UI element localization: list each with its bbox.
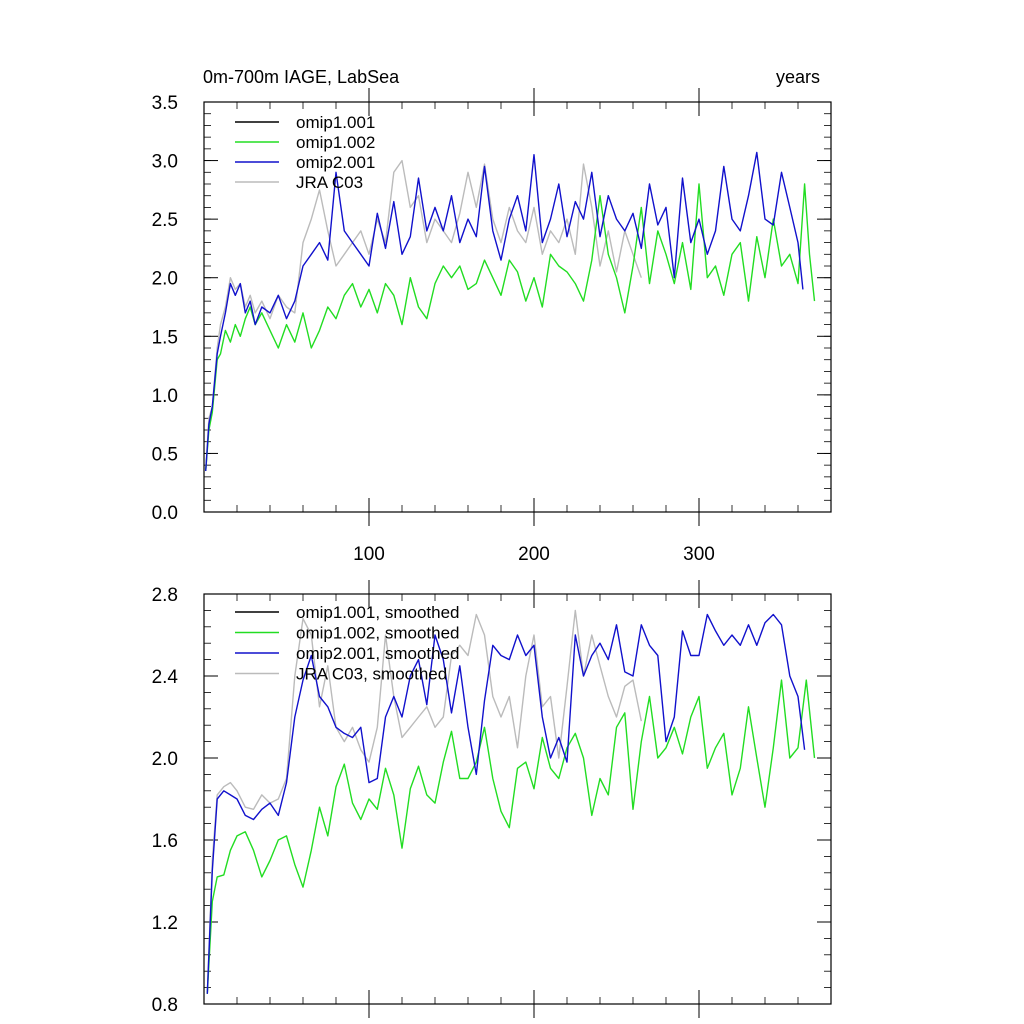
legend-label: JRA C03, smoothed bbox=[296, 665, 447, 684]
y-tick-label: 2.4 bbox=[152, 667, 179, 688]
legend-bottom: omip1.001, smoothed omip1.002, smoothedom… bbox=[235, 603, 460, 684]
y-tick-label: 1.5 bbox=[152, 327, 178, 348]
axis-ticks-top-panel: 0.0 0.5 1.0 1.5 2.0 2.5 3.0 3.5 100 200 300 bbox=[152, 88, 831, 565]
plot-area-top-panel bbox=[205, 151, 816, 472]
x-tick-label: 300 bbox=[683, 544, 715, 565]
series-line-omip2_001 bbox=[206, 613, 806, 994]
chart-title: 0m-700m IAGE, LabSea bbox=[203, 67, 400, 87]
y-tick-label: 2.0 bbox=[152, 749, 178, 770]
y-tick-label: 1.2 bbox=[152, 913, 178, 934]
chart-units: years bbox=[776, 67, 820, 87]
y-tick-label: 3.0 bbox=[152, 152, 178, 173]
y-tick-label: 2.0 bbox=[152, 269, 178, 290]
legend-label: omip1.002 bbox=[296, 133, 375, 152]
legend-label: JRA C03 bbox=[296, 173, 363, 192]
series-line-omip1_002 bbox=[205, 183, 816, 472]
legend-label: omip1.001, smoothed bbox=[296, 603, 460, 622]
y-tick-label: 0.5 bbox=[152, 444, 178, 465]
x-tick-label: 200 bbox=[518, 544, 550, 565]
y-tick-label: 0.8 bbox=[152, 995, 178, 1016]
y-tick-label: 1.0 bbox=[152, 386, 178, 407]
chart-panel-bottom: 0.81.21.62.02.42.8 omip1.001, smoothedom… bbox=[152, 580, 832, 1018]
plot-area-bottom-panel bbox=[206, 609, 816, 994]
series-line-omip2_001 bbox=[205, 151, 804, 472]
series-line-jra_c03 bbox=[205, 159, 642, 472]
y-tick-label: 0.0 bbox=[152, 503, 178, 524]
legend-label: omip1.002, smoothed bbox=[296, 624, 460, 643]
y-tick-label: 3.5 bbox=[152, 93, 178, 114]
legend-label: omip1.001 bbox=[296, 113, 375, 132]
chart-panel-top: 0m-700m IAGE, LabSea years 0.0 0.5 1.0 1.5 2… bbox=[152, 67, 832, 565]
legend-label: omip2.001 bbox=[296, 153, 375, 172]
y-tick-label: 1.6 bbox=[152, 831, 178, 852]
y-tick-label: 2.8 bbox=[152, 585, 178, 606]
plot-frame-top bbox=[203, 101, 832, 513]
series-line-omip1_002 bbox=[206, 679, 816, 994]
legend-label: omip2.001, smoothed bbox=[296, 644, 460, 663]
y-tick-label: 2.5 bbox=[152, 210, 178, 231]
x-tick-label: 100 bbox=[353, 544, 385, 565]
plot-frame-bottom bbox=[203, 593, 832, 1005]
axis-ticks-bottom-panel: 0.8 1.2 1.6 2.0 2.4 2.8 bbox=[152, 580, 831, 1018]
